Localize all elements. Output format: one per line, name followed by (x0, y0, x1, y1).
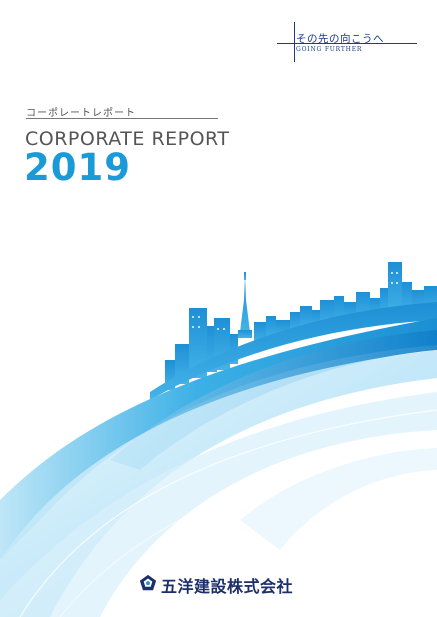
building-windows (192, 272, 398, 330)
penta-ocean-logo-icon (139, 574, 157, 591)
tagline-english: GOING FURTHER (296, 46, 363, 53)
skyline-wave-artwork (0, 262, 437, 617)
city-skyline (150, 262, 437, 400)
company-name: 五洋建設株式会社 (161, 577, 294, 596)
title-divider (26, 118, 218, 119)
report-subtitle: コーポレートレポート (26, 108, 136, 119)
tagline-horizontal-rule (277, 43, 417, 44)
tagline: その先の向こうへ GOING FURTHER (277, 22, 417, 64)
soft-arc (240, 448, 437, 550)
report-title: CORPORATE REPORT (25, 128, 230, 150)
report-year: 2019 (24, 146, 131, 189)
tagline-japanese: その先の向こうへ (296, 33, 384, 45)
pale-wave (0, 392, 437, 617)
tagline-vertical-rule (294, 22, 295, 62)
